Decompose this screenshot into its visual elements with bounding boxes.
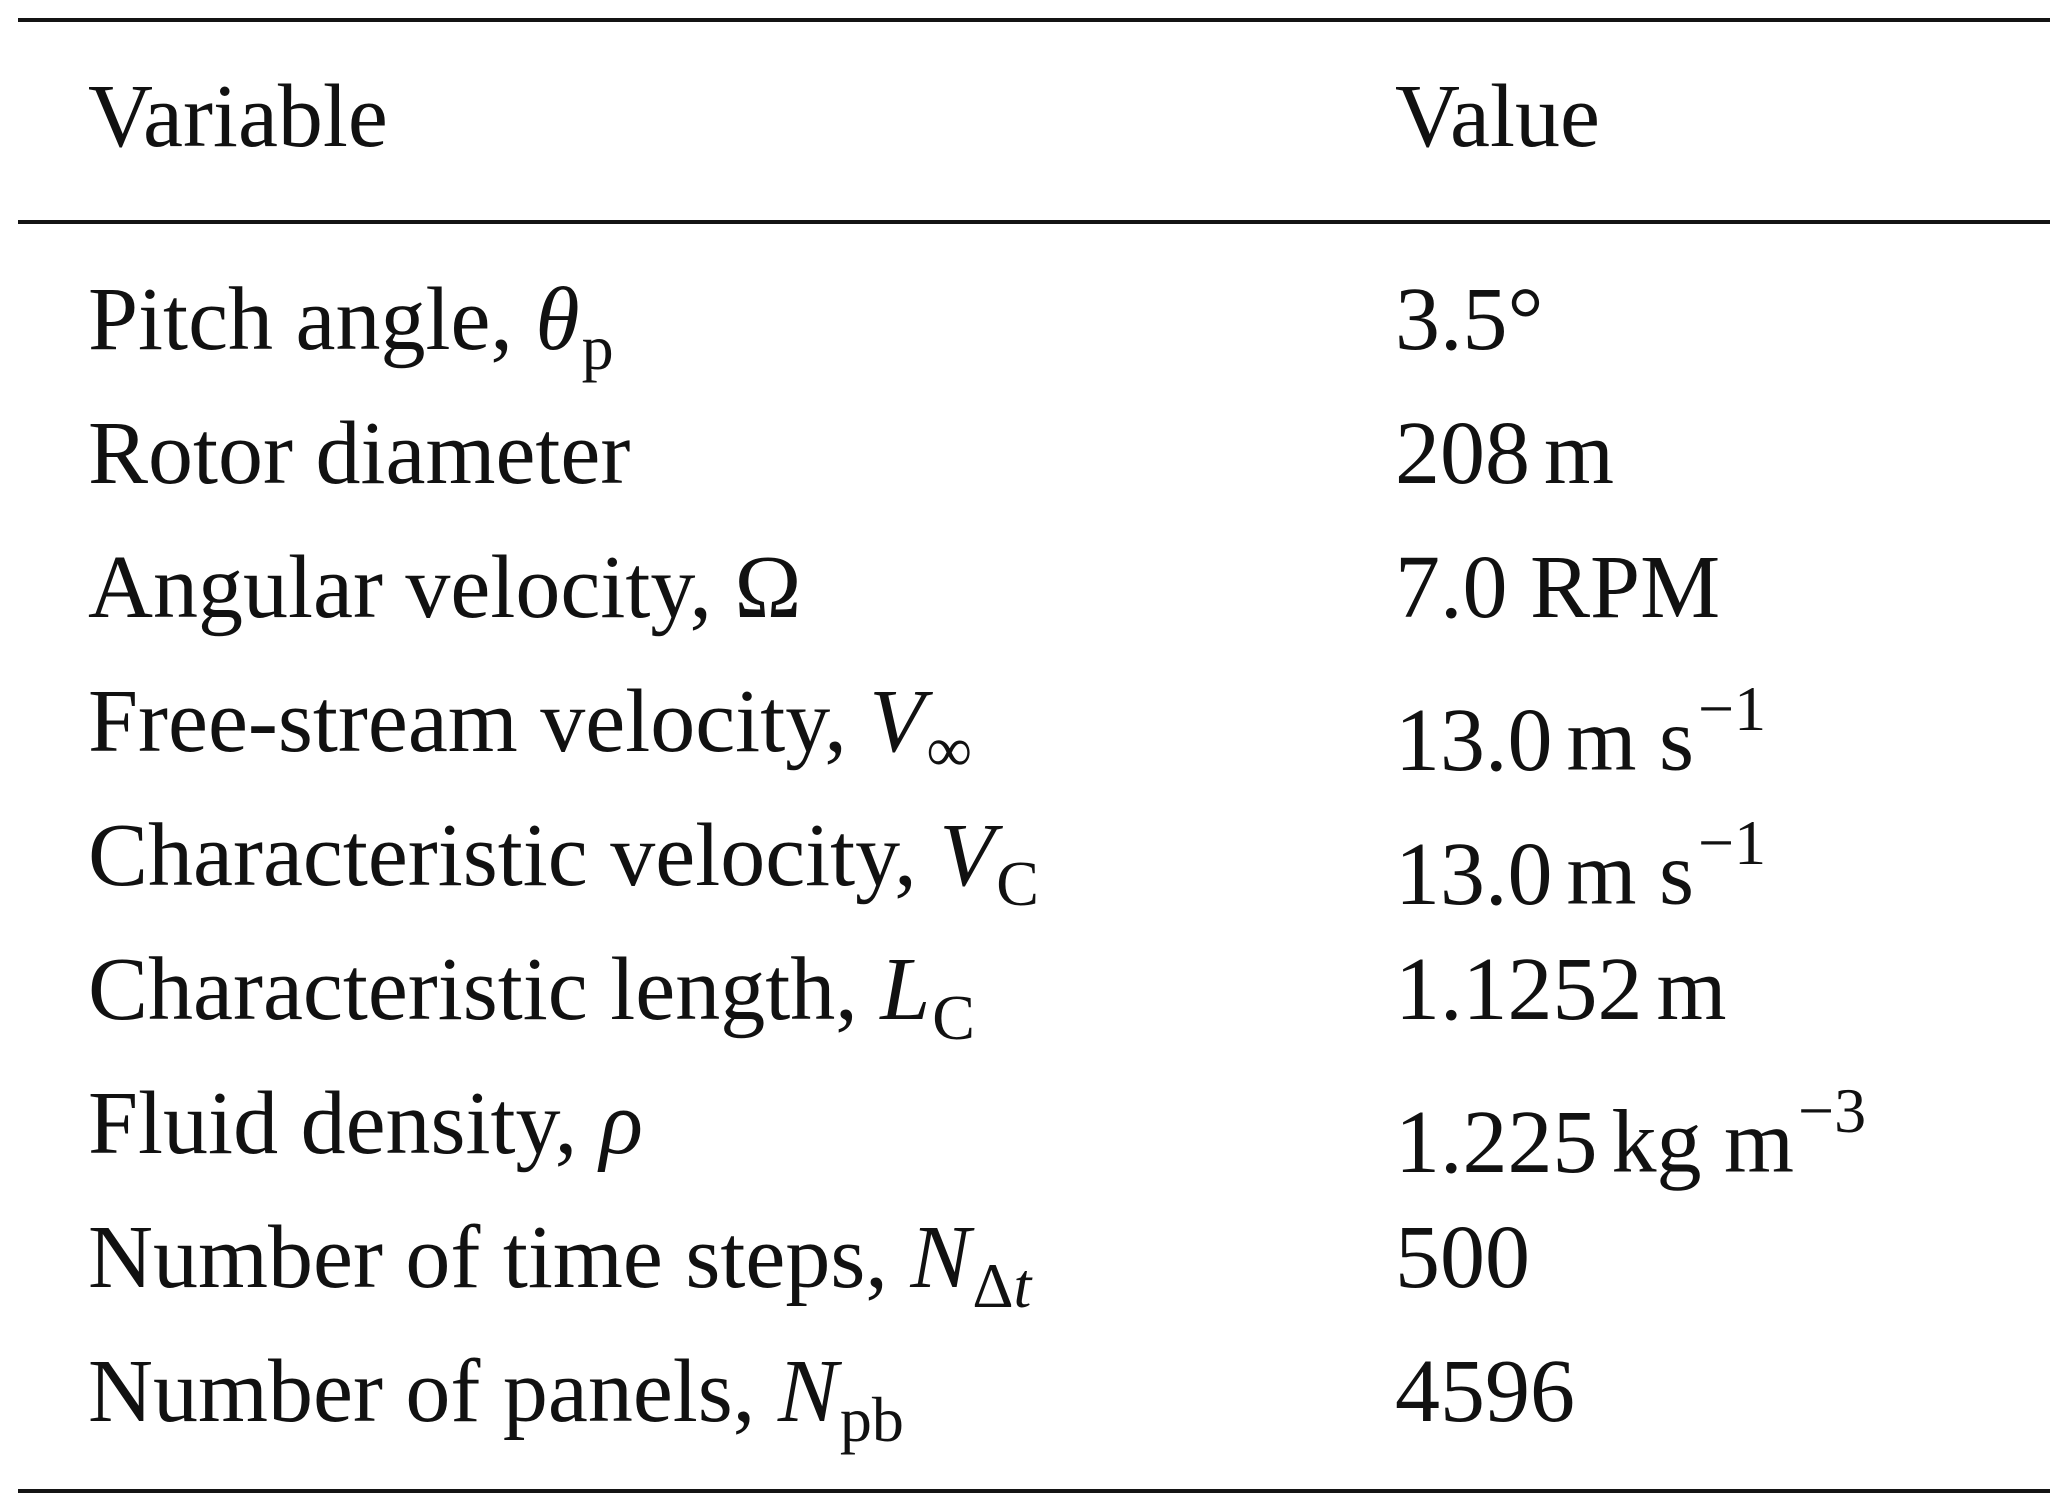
row-label-characteristic-length: Characteristic length, LC: [88, 945, 975, 1050]
header-variable: Variable: [88, 67, 388, 166]
value-unit: m: [1544, 404, 1615, 503]
table-bottom-rule: [18, 1489, 2050, 1493]
value-number: 500: [1395, 1208, 1530, 1307]
row-value-characteristic-velocity: 13.0 m s−1: [1395, 811, 1766, 920]
value-unit: m s: [1566, 824, 1695, 924]
row-value-fluid-density: 1.225 kg m−3: [1395, 1079, 1866, 1188]
label-text: Pitch angle,: [88, 270, 536, 369]
label-text: Number of panels,: [88, 1342, 778, 1441]
value-number: 3.5°: [1395, 270, 1544, 369]
subscript: C: [932, 982, 975, 1054]
row-label-characteristic-velocity: Characteristic velocity, VC: [88, 811, 1039, 916]
row-label-angular-velocity: Angular velocity, Ω: [88, 543, 801, 633]
row-label-panels: Number of panels, Npb: [88, 1347, 904, 1452]
label-text: Characteristic velocity,: [88, 806, 940, 905]
subscript: Δt: [972, 1250, 1031, 1321]
row-value-time-steps: 500: [1395, 1213, 1530, 1303]
subscript: p: [581, 312, 614, 384]
subscript: ∞: [926, 714, 972, 786]
label-text: Free-stream velocity,: [88, 672, 870, 771]
header-value: Value: [1395, 67, 1600, 166]
row-value-angular-velocity: 7.0 RPM: [1395, 543, 1720, 633]
symbol: N: [777, 1342, 838, 1441]
value-number: 1.1252: [1395, 940, 1643, 1039]
subscript-t: t: [1013, 1250, 1032, 1322]
table-top-rule: [18, 18, 2050, 22]
symbol: V: [939, 806, 995, 905]
row-value-rotor-diameter: 208 m: [1395, 409, 1614, 499]
symbol: ρ: [599, 1074, 643, 1173]
label-text: Characteristic length,: [88, 940, 881, 1039]
row-value-characteristic-length: 1.1252 m: [1395, 945, 1727, 1035]
value-unit: m: [1656, 940, 1727, 1039]
label-text: Rotor diameter: [88, 404, 631, 503]
subscript-delta: Δ: [972, 1250, 1014, 1322]
value-number: 208: [1395, 404, 1530, 503]
value-exponent: −1: [1698, 673, 1767, 744]
row-value-panels: 4596: [1395, 1347, 1575, 1437]
value-number: 1.225: [1395, 1092, 1598, 1192]
row-label-fluid-density: Fluid density, ρ: [88, 1079, 643, 1169]
value-number: 4596: [1395, 1342, 1575, 1441]
value-number: 7.0 RPM: [1395, 538, 1721, 637]
row-value-free-stream-velocity: 13.0 m s−1: [1395, 677, 1766, 786]
table-header-rule: [18, 220, 2050, 224]
value-unit: kg m: [1611, 1092, 1795, 1192]
row-value-pitch-angle: 3.5°: [1395, 275, 1544, 365]
row-label-pitch-angle: Pitch angle, θp: [88, 275, 614, 380]
row-label-rotor-diameter: Rotor diameter: [88, 409, 630, 499]
symbol: V: [869, 672, 925, 771]
row-label-free-stream-velocity: Free-stream velocity, V∞: [88, 677, 972, 782]
value-number: 13.0: [1395, 690, 1553, 790]
symbol: L: [880, 940, 931, 1039]
label-text: Number of time steps,: [88, 1208, 911, 1307]
value-exponent: −3: [1798, 1075, 1867, 1146]
value-unit: m s: [1566, 690, 1695, 790]
subscript: C: [996, 848, 1039, 920]
label-text: Angular velocity, Ω: [88, 538, 802, 637]
value-exponent: −1: [1698, 807, 1767, 878]
row-label-time-steps: Number of time steps, NΔt: [88, 1213, 1031, 1318]
symbol: N: [910, 1208, 971, 1307]
value-number: 13.0: [1395, 824, 1553, 924]
symbol: θ: [535, 270, 580, 369]
label-text: Fluid density,: [88, 1074, 600, 1173]
subscript: pb: [839, 1384, 904, 1456]
